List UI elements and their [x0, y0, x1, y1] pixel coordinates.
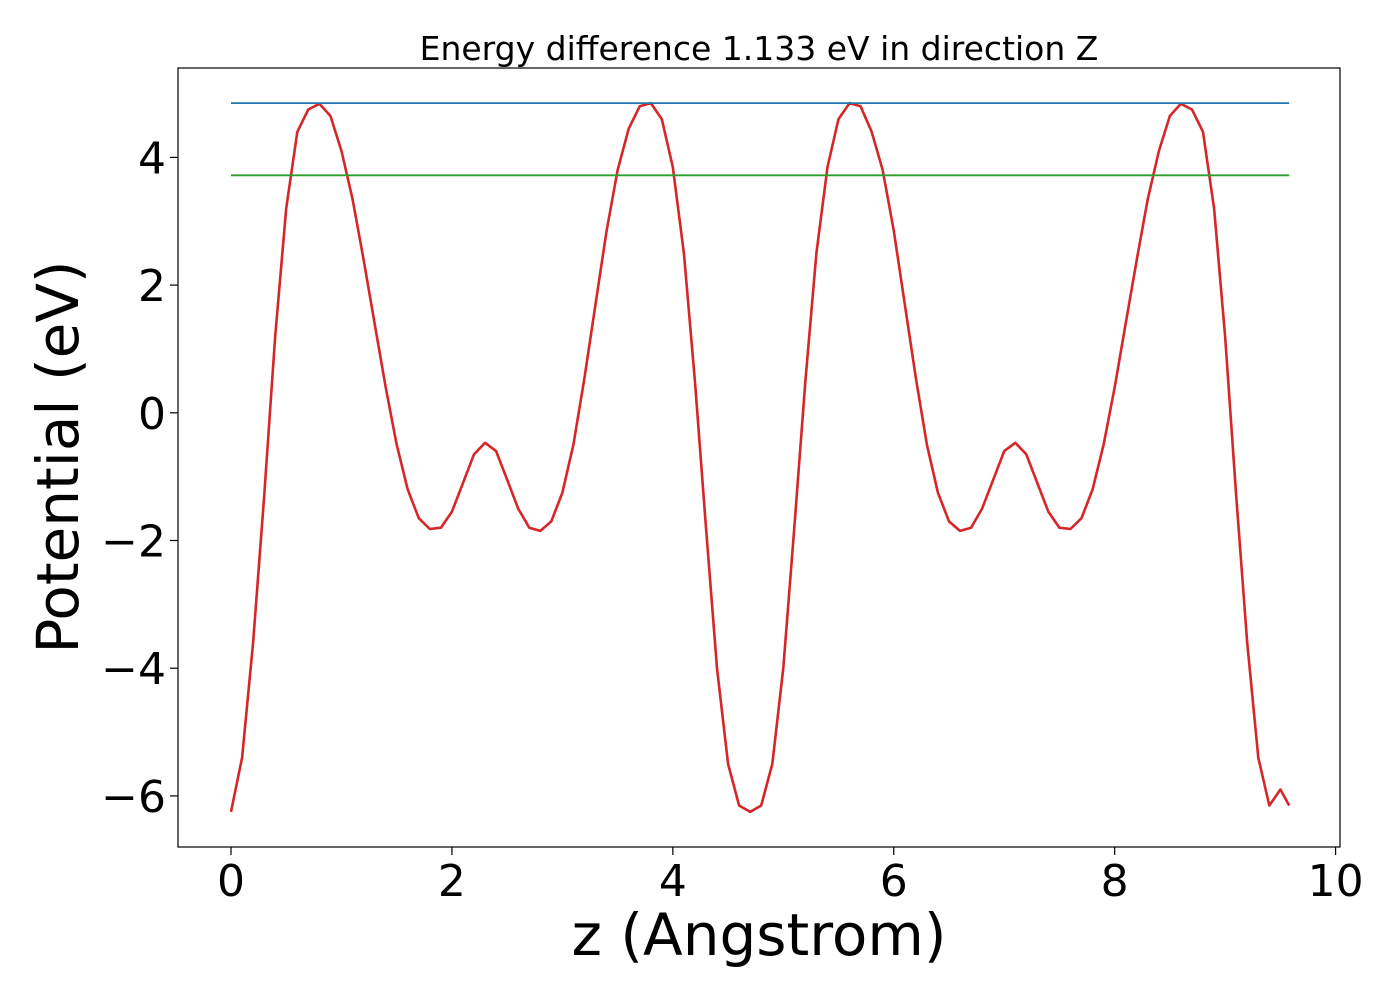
- x-axis-label: z (Angstrom): [572, 901, 947, 969]
- y-tick-label: −4: [101, 644, 166, 695]
- y-axis-label: Potential (eV): [24, 260, 92, 653]
- y-tick-label: 2: [138, 261, 166, 312]
- y-tick-label: −6: [101, 772, 166, 823]
- y-tick-label: −2: [101, 517, 166, 568]
- x-tick-label: 4: [659, 856, 687, 907]
- x-tick-label: 10: [1308, 856, 1364, 907]
- x-tick-label: 8: [1101, 856, 1129, 907]
- plot-frame: [177, 67, 1341, 848]
- y-axis: −6 −4 −2 0 2 4: [101, 133, 178, 823]
- x-axis: 0 2 4 6 8 10: [217, 847, 1364, 907]
- chart-title: Energy difference 1.133 eV in direction …: [420, 29, 1099, 68]
- series-layer: [229, 101, 1291, 814]
- series-line-potential-curve: [229, 101, 1291, 814]
- y-tick-label: 0: [138, 389, 166, 440]
- x-tick-label: 6: [880, 856, 908, 907]
- plot-area: [177, 67, 1341, 848]
- x-tick-label: 0: [217, 856, 245, 907]
- y-tick-label: 4: [138, 133, 166, 184]
- x-tick-label: 2: [438, 856, 466, 907]
